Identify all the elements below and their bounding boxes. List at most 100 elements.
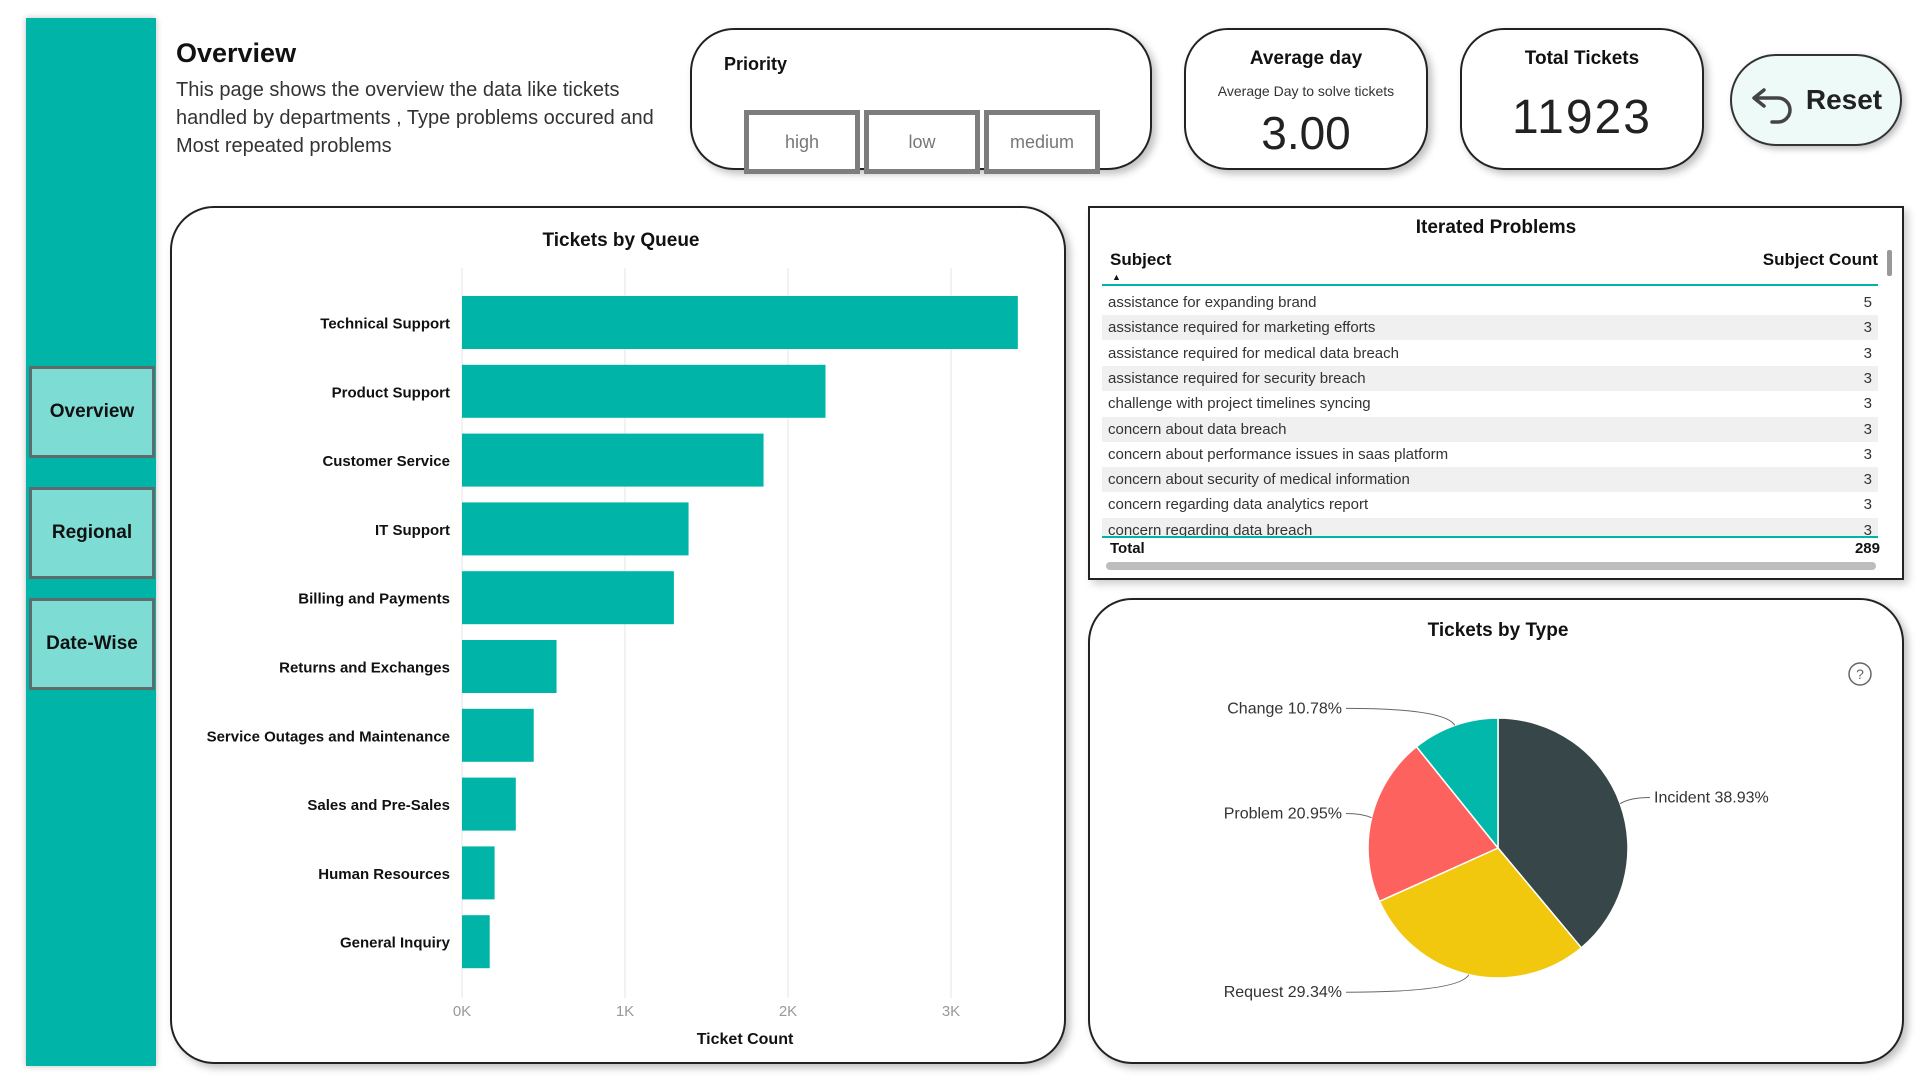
table-row[interactable]: assistance for expanding brand 5 — [1102, 290, 1878, 315]
count-cell: 3 — [1863, 521, 1872, 538]
tickets-by-queue-chart: Tickets by Queue 0K 1K 2K 3K Technical Suppo… — [207, 230, 1018, 1048]
table-row[interactable]: challenge with project timelines syncing… — [1102, 391, 1878, 416]
leader-line — [1345, 707, 1456, 726]
x-tick-label: 1K — [616, 1003, 634, 1020]
priority-title: Priority — [724, 54, 788, 74]
sort-ascending-icon: ▲ — [1112, 272, 1121, 282]
nav-date-wise-button[interactable]: Date-Wise — [29, 598, 155, 690]
tickets-by-type-chart: Tickets by Type ? Incident 38.93% Request… — [1224, 620, 1872, 1001]
average-day-card: Average day Average Day to solve tickets… — [1184, 28, 1428, 170]
average-day-title: Average day — [1249, 48, 1363, 69]
subject-count-column-header[interactable]: Subject Count — [1762, 250, 1878, 269]
slice-label: Problem 20.95% — [1224, 805, 1342, 822]
table-row[interactable]: assistance required for marketing effort… — [1102, 315, 1878, 341]
type-chart-title: Tickets by Type — [1428, 620, 1569, 641]
table-row[interactable]: concern about performance issues in saas… — [1102, 442, 1878, 467]
tickets-by-queue-panel: Tickets by Queue 0K 1K 2K 3K Technical Suppo… — [170, 206, 1066, 1064]
subject-cell: challenge with project timelines syncing — [1108, 395, 1371, 413]
count-cell: 3 — [1863, 344, 1872, 362]
total-label: Total — [1110, 540, 1145, 557]
total-divider — [1102, 536, 1878, 538]
iterated-problems-panel: Iterated Problems Subject ▲ Subject Coun… — [1088, 206, 1904, 580]
bar[interactable] — [462, 640, 557, 693]
iterated-problems-title: Iterated Problems — [1415, 217, 1577, 238]
nav-regional-button[interactable]: Regional — [29, 487, 155, 579]
bar[interactable] — [462, 915, 490, 969]
svg-text:?: ? — [1856, 666, 1864, 682]
bar[interactable] — [462, 296, 1018, 349]
reset-label: Reset — [1805, 84, 1883, 115]
help-icon[interactable]: ? — [1848, 662, 1872, 686]
bar[interactable] — [462, 571, 674, 625]
bar[interactable] — [462, 777, 516, 831]
bar[interactable] — [462, 846, 495, 900]
queue-x-axis-label: Ticket Count — [697, 1031, 794, 1048]
category-label: Billing and Payments — [298, 591, 450, 608]
category-label: Sales and Pre-Sales — [307, 797, 450, 814]
leader-line — [1345, 974, 1470, 993]
page-title: Overview — [176, 38, 297, 68]
total-tickets-card: Total Tickets 11923 — [1460, 28, 1704, 170]
pie-slice[interactable] — [1367, 745, 1500, 903]
pie-slice[interactable] — [1497, 717, 1629, 949]
category-label: Human Resources — [318, 866, 450, 883]
bar[interactable] — [462, 433, 764, 487]
category-label: Returns and Exchanges — [279, 660, 450, 677]
total-tickets-title: Total Tickets — [1524, 48, 1640, 69]
horizontal-scrollbar[interactable] — [1106, 562, 1876, 570]
total-value: 289 — [1854, 540, 1880, 557]
table-body: assistance for expanding brand 5 assistanc… — [1090, 286, 1890, 538]
table-row[interactable]: concern regarding data analytics report 3 — [1102, 492, 1878, 517]
count-cell: 3 — [1863, 369, 1872, 387]
subject-cell: assistance required for medical data bre… — [1108, 344, 1399, 362]
count-cell: 3 — [1863, 395, 1872, 413]
table-row[interactable]: assistance required for security breach 3 — [1102, 365, 1878, 391]
subject-cell: assistance required for security breach — [1108, 369, 1366, 387]
leader-line — [1619, 797, 1651, 805]
subject-cell: concern about data breach — [1108, 420, 1287, 438]
priority-high-button[interactable]: high — [744, 110, 860, 174]
page-description: This page shows the overview the data li… — [176, 79, 654, 157]
average-day-value: 3.00 — [1261, 107, 1351, 159]
subject-cell: concern about performance issues in saas… — [1108, 445, 1449, 463]
leader-line — [1345, 812, 1372, 819]
header-divider — [1102, 284, 1878, 286]
table-row[interactable]: concern about security of medical inform… — [1102, 467, 1878, 493]
slice-label: Change 10.78% — [1227, 700, 1342, 717]
category-label: Technical Support — [320, 316, 450, 333]
subject-cell: concern regarding data breach — [1108, 521, 1313, 538]
category-label: Customer Service — [322, 453, 450, 470]
bar[interactable] — [462, 502, 689, 556]
table-row[interactable]: concern about data breach 3 — [1102, 416, 1878, 442]
table-row[interactable]: assistance required for medical data bre… — [1102, 341, 1878, 366]
count-cell: 3 — [1863, 319, 1872, 337]
subject-cell: concern about security of medical inform… — [1108, 471, 1410, 489]
total-tickets-value: 11923 — [1512, 91, 1652, 144]
bar[interactable] — [462, 708, 534, 762]
nav-overview-button[interactable]: Overview — [29, 366, 155, 458]
queue-chart-title: Tickets by Queue — [543, 230, 700, 251]
category-label: General Inquiry — [340, 935, 451, 952]
count-cell: 3 — [1863, 420, 1872, 438]
undo-icon — [1752, 88, 1792, 124]
priority-low-button[interactable]: low — [864, 110, 980, 174]
count-cell: 3 — [1863, 445, 1872, 463]
priority-slicer: Priority high low medium — [690, 28, 1152, 174]
x-tick-label: 2K — [779, 1003, 797, 1020]
slice-label: Incident 38.93% — [1654, 790, 1769, 807]
bar[interactable] — [462, 364, 826, 418]
reset-button[interactable]: Reset — [1730, 54, 1902, 146]
average-day-subtitle: Average Day to solve tickets — [1217, 83, 1395, 99]
x-tick-label: 3K — [942, 1003, 960, 1020]
subject-column-header[interactable]: Subject — [1110, 250, 1172, 269]
category-label: Service Outages and Maintenance — [207, 728, 450, 745]
table-row[interactable]: concern regarding data breach 3 — [1102, 517, 1878, 538]
category-label: IT Support — [375, 522, 450, 539]
category-label: Product Support — [332, 384, 450, 401]
vertical-scrollbar[interactable] — [1887, 250, 1892, 276]
count-cell: 3 — [1863, 496, 1872, 514]
count-cell: 5 — [1863, 294, 1872, 311]
priority-medium-button[interactable]: medium — [984, 110, 1100, 174]
x-tick-label: 0K — [453, 1003, 471, 1020]
slice-label: Request 29.34% — [1224, 984, 1342, 1001]
